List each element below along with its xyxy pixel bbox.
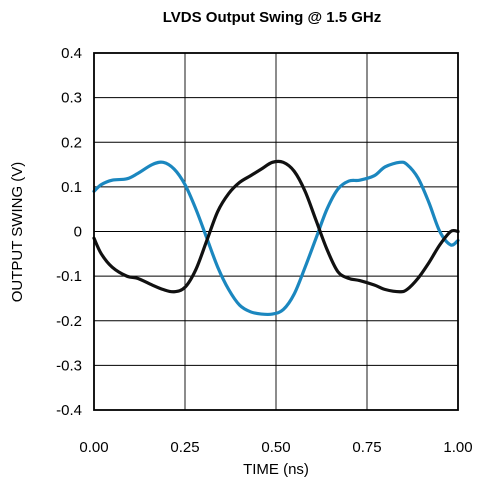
y-tick-label: 0.2 (61, 134, 82, 151)
x-tick-label: 0.50 (261, 439, 290, 456)
x-tick-labels: 0.00 0.25 0.50 0.75 1.00 (79, 439, 472, 456)
y-axis-label: OUTPUT SWING (V) (9, 162, 26, 303)
y-tick-label: -0.3 (56, 357, 82, 374)
x-tick-label: 0.75 (352, 439, 381, 456)
series-layer (92, 159, 460, 317)
y-tick-label: -0.2 (56, 313, 82, 330)
x-tick-label: 0.00 (79, 439, 108, 456)
y-tick-label: -0.4 (56, 402, 82, 419)
y-tick-label: -0.1 (56, 268, 82, 285)
series-line-blue (92, 160, 460, 317)
grid-lines (93, 52, 459, 411)
y-tick-labels: 0.4 0.3 0.2 0.1 0 -0.1 -0.2 -0.3 -0.4 (56, 45, 82, 419)
plot-frame (93, 52, 459, 411)
x-axis-label: TIME (ns) (243, 461, 309, 478)
x-tick-label: 1.00 (443, 439, 472, 456)
x-tick-label: 0.25 (170, 439, 199, 456)
chart-title: LVDS Output Swing @ 1.5 GHz (163, 9, 382, 26)
y-tick-label: 0.4 (61, 45, 82, 62)
y-tick-label: 0.1 (61, 179, 82, 196)
y-tick-label: 0 (74, 224, 82, 241)
series-line-black (92, 159, 460, 294)
y-tick-label: 0.3 (61, 90, 82, 107)
